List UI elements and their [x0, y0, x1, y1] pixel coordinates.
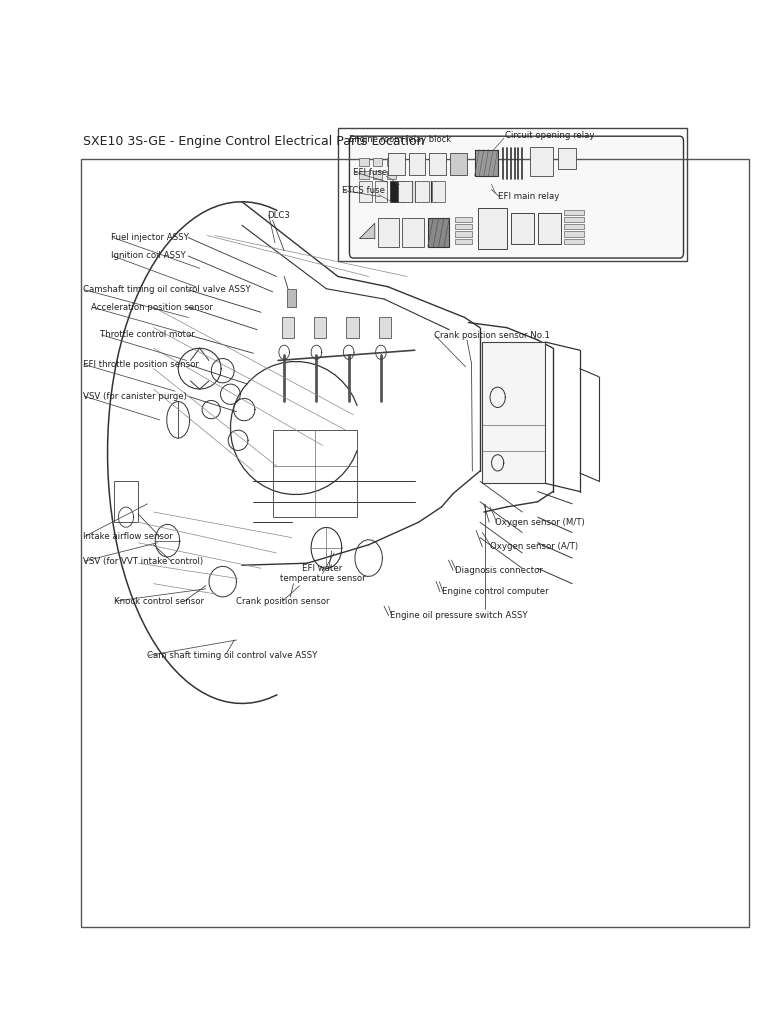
Bar: [390, 181, 406, 202]
Bar: [282, 317, 294, 338]
Bar: [273, 430, 357, 517]
Bar: [432, 181, 445, 202]
Bar: [398, 181, 412, 202]
Bar: [530, 147, 553, 176]
Bar: [564, 224, 584, 229]
Bar: [564, 239, 584, 244]
Bar: [428, 218, 449, 247]
Bar: [455, 239, 472, 244]
Bar: [482, 342, 545, 483]
Bar: [564, 231, 584, 237]
Bar: [511, 213, 534, 244]
Bar: [287, 289, 296, 307]
Text: DLC3: DLC3: [267, 211, 290, 219]
Bar: [114, 481, 138, 522]
Bar: [402, 218, 424, 247]
Bar: [450, 153, 467, 175]
Text: Fuel injector ASSY: Fuel injector ASSY: [111, 233, 189, 242]
Text: ETCS fuse: ETCS fuse: [342, 186, 385, 195]
Bar: [359, 158, 369, 166]
Text: Knock control sensor: Knock control sensor: [114, 597, 204, 605]
Text: Engine oil pressure switch ASSY: Engine oil pressure switch ASSY: [390, 611, 528, 620]
Bar: [346, 317, 359, 338]
Bar: [478, 208, 507, 249]
Bar: [429, 153, 446, 175]
Text: Oxygen sensor (M/T): Oxygen sensor (M/T): [495, 518, 585, 526]
Bar: [388, 153, 405, 175]
Text: Camshaft timing oil control valve ASSY: Camshaft timing oil control valve ASSY: [83, 286, 250, 294]
Text: Crank position sensor No.1: Crank position sensor No.1: [434, 332, 550, 340]
Text: EFI fuse: EFI fuse: [353, 168, 388, 176]
Bar: [455, 224, 472, 229]
Bar: [359, 181, 372, 202]
Text: EFI water
temperature sensor: EFI water temperature sensor: [280, 564, 366, 583]
Bar: [378, 218, 399, 247]
Bar: [387, 158, 396, 166]
Text: EFI throttle position sensor: EFI throttle position sensor: [83, 360, 199, 369]
Text: Intake airflow sensor: Intake airflow sensor: [83, 532, 173, 541]
Polygon shape: [359, 223, 375, 239]
Bar: [359, 171, 369, 179]
Text: Circuit opening relay: Circuit opening relay: [505, 131, 595, 139]
Text: VSV (for VVT intake control): VSV (for VVT intake control): [83, 557, 203, 565]
Bar: [475, 150, 498, 176]
Text: SXE10 3S-GE - Engine Control Electrical Parts Location: SXE10 3S-GE - Engine Control Electrical …: [83, 135, 425, 148]
Bar: [375, 181, 387, 202]
Text: EFI main relay: EFI main relay: [498, 193, 559, 201]
Text: Crank position sensor: Crank position sensor: [236, 597, 329, 605]
Text: Cam shaft timing oil control valve ASSY: Cam shaft timing oil control valve ASSY: [147, 651, 318, 659]
Bar: [373, 158, 382, 166]
Text: VSV (for canister purge): VSV (for canister purge): [83, 392, 187, 400]
Bar: [538, 213, 561, 244]
Bar: [564, 210, 584, 215]
Bar: [455, 231, 472, 237]
Text: Engine control computer: Engine control computer: [442, 588, 548, 596]
Bar: [314, 317, 326, 338]
Bar: [409, 153, 425, 175]
Text: Acceleration position sensor: Acceleration position sensor: [91, 303, 213, 311]
Bar: [558, 148, 576, 169]
Bar: [564, 217, 584, 222]
Bar: [379, 317, 391, 338]
Text: Engine room relay block: Engine room relay block: [349, 135, 452, 144]
Text: Oxygen sensor (A/T): Oxygen sensor (A/T): [490, 543, 578, 551]
Text: Throttle control motor: Throttle control motor: [100, 331, 194, 339]
Bar: [455, 217, 472, 222]
Bar: [338, 128, 687, 261]
Bar: [387, 171, 396, 179]
Text: Diagnosis connector: Diagnosis connector: [455, 566, 542, 574]
Text: Ignition coil ASSY: Ignition coil ASSY: [111, 252, 186, 260]
Bar: [415, 181, 429, 202]
Bar: [373, 171, 382, 179]
FancyBboxPatch shape: [349, 136, 684, 258]
Bar: [81, 159, 749, 927]
